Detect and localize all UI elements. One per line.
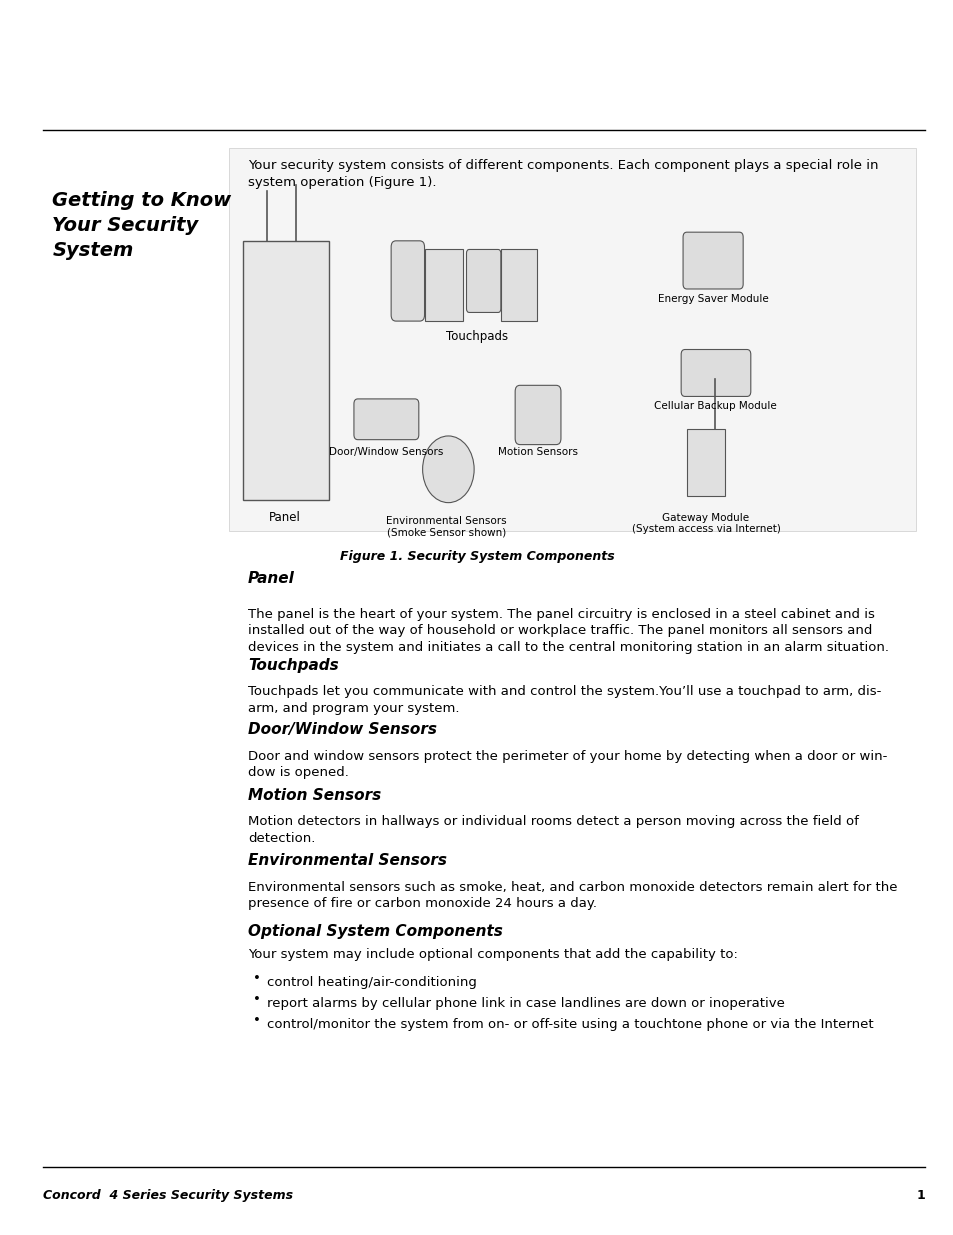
Text: Concord  4 Series Security Systems: Concord 4 Series Security Systems — [43, 1189, 293, 1202]
Text: The panel is the heart of your system. The panel circuitry is enclosed in a stee: The panel is the heart of your system. T… — [248, 608, 888, 653]
FancyBboxPatch shape — [354, 399, 418, 440]
Text: Energy Saver Module: Energy Saver Module — [658, 294, 768, 304]
FancyBboxPatch shape — [466, 249, 500, 312]
FancyBboxPatch shape — [680, 350, 750, 396]
FancyBboxPatch shape — [515, 385, 560, 445]
Text: Panel: Panel — [269, 511, 301, 525]
Text: Figure 1. Security System Components: Figure 1. Security System Components — [339, 550, 614, 563]
Text: Motion Sensors: Motion Sensors — [248, 788, 381, 803]
Text: Environmental sensors such as smoke, heat, and carbon monoxide detectors remain : Environmental sensors such as smoke, hea… — [248, 881, 897, 910]
Text: Cellular Backup Module: Cellular Backup Module — [654, 401, 776, 411]
Bar — [415, 432, 491, 506]
Text: Motion Sensors: Motion Sensors — [497, 447, 578, 457]
Text: Touchpads let you communicate with and control the system.You’ll use a touchpad : Touchpads let you communicate with and c… — [248, 685, 881, 715]
Text: Gateway Module
(System access via Internet): Gateway Module (System access via Intern… — [631, 513, 780, 534]
Text: control heating/air-conditioning: control heating/air-conditioning — [267, 976, 476, 989]
Bar — [686, 429, 724, 496]
Text: Door/Window Sensors: Door/Window Sensors — [248, 722, 436, 737]
Circle shape — [422, 436, 474, 503]
Text: 1: 1 — [916, 1189, 924, 1202]
FancyBboxPatch shape — [682, 232, 742, 289]
Bar — [500, 249, 537, 321]
Text: •: • — [253, 993, 260, 1007]
Text: Optional System Components: Optional System Components — [248, 924, 502, 939]
Text: Motion detectors in hallways or individual rooms detect a person moving across t: Motion detectors in hallways or individu… — [248, 815, 858, 845]
Text: Your security system consists of different components. Each component plays a sp: Your security system consists of differe… — [248, 159, 878, 189]
FancyBboxPatch shape — [391, 241, 424, 321]
Text: Touchpads: Touchpads — [445, 330, 508, 343]
FancyBboxPatch shape — [229, 148, 915, 531]
Text: Your system may include optional components that add the capability to:: Your system may include optional compone… — [248, 948, 737, 962]
Text: •: • — [253, 972, 260, 986]
Text: Touchpads: Touchpads — [248, 658, 338, 673]
Text: Environmental Sensors: Environmental Sensors — [248, 853, 447, 868]
Text: control/monitor the system from on- or off-site using a touchtone phone or via t: control/monitor the system from on- or o… — [267, 1018, 873, 1031]
Text: report alarms by cellular phone link in case landlines are down or inoperative: report alarms by cellular phone link in … — [267, 997, 784, 1010]
Text: Getting to Know
Your Security
System: Getting to Know Your Security System — [52, 191, 232, 261]
Text: Door/Window Sensors: Door/Window Sensors — [329, 447, 443, 457]
Bar — [424, 249, 462, 321]
Bar — [243, 241, 329, 500]
Text: Panel: Panel — [248, 571, 294, 585]
Text: Door and window sensors protect the perimeter of your home by detecting when a d: Door and window sensors protect the peri… — [248, 750, 886, 779]
Text: •: • — [253, 1014, 260, 1028]
Text: Environmental Sensors
(Smoke Sensor shown): Environmental Sensors (Smoke Sensor show… — [386, 516, 506, 537]
